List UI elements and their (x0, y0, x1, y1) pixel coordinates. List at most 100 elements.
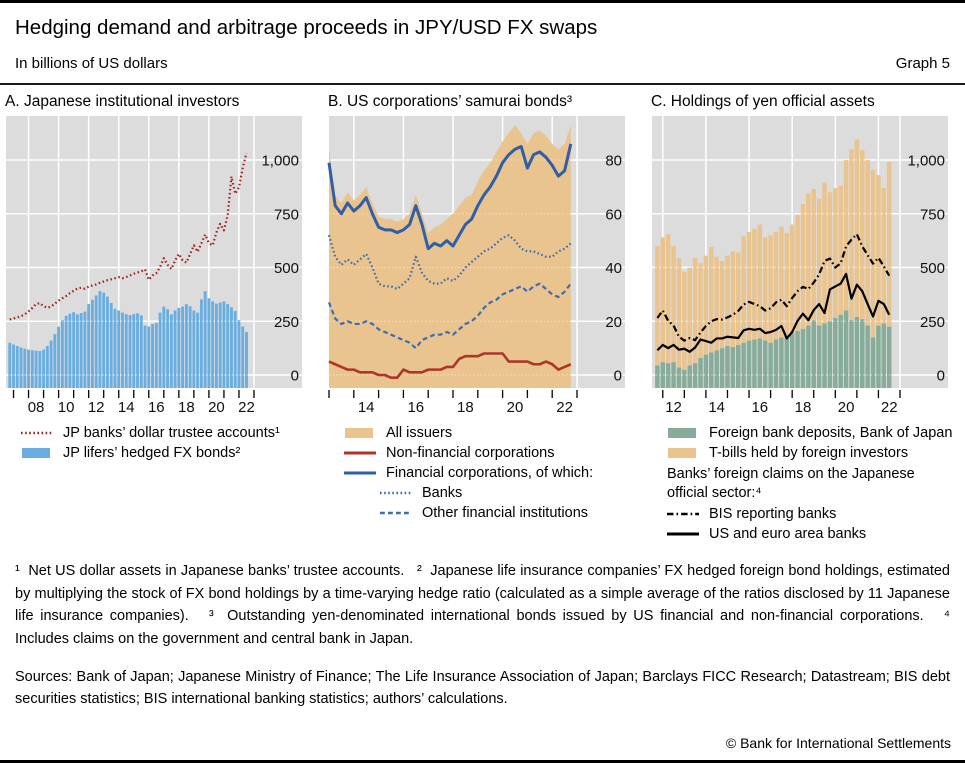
legend-swatch-dashed-icon (380, 511, 412, 515)
legend-item: Non-financial corporations (343, 445, 643, 461)
legend-item: BIS reporting banks (666, 506, 965, 522)
legend-label: Foreign bank deposits, Bank of Japan (709, 425, 953, 441)
header: Hedging demand and arbitrage proceeds in… (0, 3, 965, 85)
graph-number-label: Graph 5 (895, 55, 950, 72)
y-axis-label: 20 (605, 314, 622, 331)
stack-series-top (655, 139, 892, 370)
legend-label: JP banks’ dollar trustee accounts¹ (63, 425, 280, 441)
x-axis-label: 20 (838, 399, 855, 416)
y-axis-label: 500 (920, 260, 945, 277)
sources: Sources: Bank of Japan; Japanese Ministr… (15, 668, 950, 707)
x-axis-label: 22 (881, 399, 898, 416)
x-axis-label: 12 (88, 399, 105, 416)
x-axis-label: 14 (358, 399, 375, 416)
y-axis-label: 750 (920, 206, 945, 223)
stack-series-bottom (655, 310, 892, 388)
line-other-financial-institutions (327, 282, 572, 350)
legend-item: T-bills held by foreign investors (666, 445, 965, 461)
panel-a-legend: JP banks’ dollar trustee accounts¹ JP lif… (20, 425, 320, 461)
legend-swatch-dashdot-icon (667, 512, 699, 516)
line-non-financial-corporations (328, 352, 572, 379)
x-axis-label: 20 (507, 399, 524, 416)
legend-swatch-bar-icon (22, 448, 50, 458)
legend-item: JP banks’ dollar trustee accounts¹ (20, 425, 320, 441)
legend-swatch-area-icon (668, 428, 696, 438)
y-axis-label: 750 (274, 206, 299, 223)
legend-swatch-dotted-icon (380, 491, 412, 495)
y-axis-label: 1,000 (261, 153, 299, 170)
line-financial-corporations-of-which (327, 143, 573, 251)
panel-b-title: B. US corporations’ samurai bonds³ (328, 93, 573, 110)
panel-b-legend: All issuers Non-financial corporations Fin… (343, 425, 643, 521)
copyright: © Bank for International Settlements (725, 735, 951, 751)
legend-swatch-dotted-icon (21, 431, 53, 435)
y-axis-label: 0 (937, 368, 945, 385)
legend-label: Other financial institutions (422, 505, 589, 521)
legend-label: JP lifers’ hedged FX bonds² (63, 445, 241, 461)
line-bis-reporting-banks (656, 233, 891, 342)
legend-item: Foreign bank deposits, Bank of Japan (666, 425, 965, 441)
legend-swatch-line-icon (344, 471, 376, 475)
units-label: In billions of US dollars (15, 55, 168, 72)
y-axis-label: 80 (605, 153, 622, 170)
x-axis-label: 14 (118, 399, 135, 416)
y-axis-label: 60 (605, 206, 622, 223)
panel-b: B. US corporations’ samurai bonds³ 0 20 40… (325, 90, 643, 546)
x-axis-label: 18 (178, 399, 195, 416)
panel-b-chart: 0 20 40 60 80 14 16 18 20 22 (327, 116, 625, 416)
legend-label: Non-financial corporations (386, 445, 555, 461)
legend-swatch-area-icon (668, 448, 696, 458)
panel-c: C. Holdings of yen official assets 0 250 5… (648, 90, 965, 546)
legend-label: Financial corporations, of which: (386, 465, 594, 481)
x-axis-label: 18 (795, 399, 812, 416)
footnotes: ¹ Net US dollar assets in Japanese banks… (15, 563, 959, 647)
legend-label: Banks (422, 485, 463, 501)
legend-item: US and euro area banks (666, 526, 965, 542)
line-jp-banks-dollar-trustee-accounts (9, 152, 248, 321)
page-title: Hedging demand and arbitrage proceeds in… (15, 16, 598, 39)
panel-c-title: C. Holdings of yen official assets (651, 93, 875, 110)
x-axis-label: 12 (665, 399, 682, 416)
x-axis-label: 14 (708, 399, 725, 416)
y-axis-label: 500 (274, 260, 299, 277)
x-axis-label: 08 (28, 399, 45, 416)
panel-a-chart: 0 250 500 750 1,000 08 10 12 14 16 18 20 22 (6, 116, 302, 416)
panel-a: A. Japanese institutional investors 0 250… (2, 90, 320, 546)
y-axis-label: 0 (614, 368, 622, 385)
x-axis-label: 20 (208, 399, 225, 416)
panels-row: A. Japanese institutional investors 0 250… (0, 85, 965, 546)
legend-item: Banks (379, 485, 643, 501)
panel-c-chart: 0 250 500 750 1,000 12 14 16 18 20 22 (652, 116, 948, 416)
panel-a-title: A. Japanese institutional investors (5, 93, 240, 110)
y-axis-label: 250 (274, 314, 299, 331)
y-axis-label: 250 (920, 314, 945, 331)
x-axis-label: 22 (556, 399, 573, 416)
area-series (329, 125, 571, 388)
x-axis-label: 10 (58, 399, 75, 416)
legend-label: All issuers (386, 425, 453, 441)
y-axis-label: 40 (605, 260, 622, 277)
y-axis-label: 1,000 (907, 153, 945, 170)
legend-swatch-line-icon (344, 451, 376, 455)
x-axis-label: 16 (407, 399, 424, 416)
x-axis-label: 22 (238, 399, 255, 416)
legend-label: US and euro area banks (709, 526, 867, 543)
legend-item: All issuers (343, 425, 643, 441)
legend-item: Financial corporations, of which: (343, 465, 643, 481)
legend-item: JP lifers’ hedged FX bonds² (20, 445, 320, 461)
y-axis-label: 0 (291, 368, 299, 385)
legend-label: BIS reporting banks (709, 506, 837, 523)
panel-c-legend: Foreign bank deposits, Bank of Japan T-bi… (666, 425, 965, 542)
legend-swatch-line-icon (667, 532, 699, 536)
x-axis-label: 18 (457, 399, 474, 416)
legend-item: Other financial institutions (379, 505, 643, 521)
legend-group-header: Banks’ foreign claims on the Japanese of… (667, 466, 915, 501)
x-axis-label: 16 (751, 399, 768, 416)
x-axis-label: 16 (148, 399, 165, 416)
bar-series (8, 291, 248, 388)
line-us-and-euro-area-banks (656, 272, 891, 353)
legend-swatch-area-icon (345, 428, 373, 438)
legend-label: T-bills held by foreign investors (709, 445, 909, 461)
line-banks (327, 234, 572, 291)
